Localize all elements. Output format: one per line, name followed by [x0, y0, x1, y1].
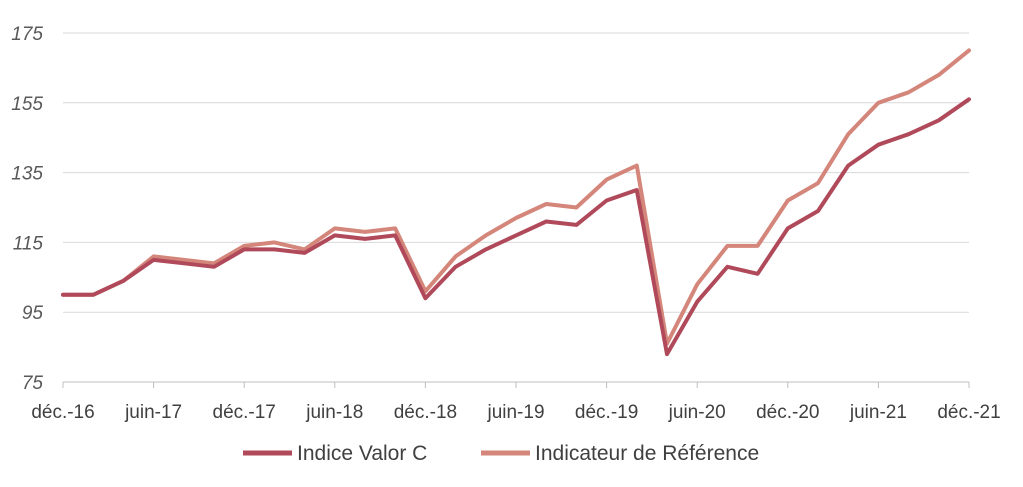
y-tick-label: 175 — [11, 24, 43, 45]
x-tick-label: déc.-16 — [31, 402, 94, 423]
series-lines — [61, 48, 971, 357]
series-line-1 — [61, 48, 971, 346]
y-tick-label: 155 — [11, 94, 43, 115]
legend-label: Indicateur de Référence — [535, 442, 759, 465]
x-tick-label: déc.-19 — [575, 402, 638, 423]
legend: Indice Valor C Indicateur de Référence — [243, 442, 759, 465]
y-tick-label: 115 — [13, 233, 44, 254]
x-tick-label: juin-17 — [124, 402, 182, 423]
y-tick-label: 135 — [11, 164, 43, 185]
grid-lines — [63, 32, 969, 313]
x-tick-label: déc.-21 — [937, 402, 1000, 423]
x-tick-label: déc.-17 — [213, 402, 276, 423]
y-tick-label: 95 — [22, 303, 44, 324]
x-axis-tick-labels: déc.-16 juin-17 déc.-17 juin-18 déc.-18 juin-… — [31, 402, 1000, 423]
series-line-0 — [61, 97, 971, 357]
legend-label: Indice Valor C — [297, 442, 427, 465]
x-tick-label: déc.-20 — [756, 402, 819, 423]
y-axis-tick-labels: 75 95 115 135 155 175 — [11, 24, 43, 394]
x-tick-label: juin-19 — [486, 402, 544, 423]
y-tick-label: 75 — [22, 373, 44, 394]
x-tick-label: juin-18 — [305, 402, 363, 423]
x-axis-ticks — [62, 382, 970, 388]
x-tick-label: juin-21 — [849, 402, 907, 423]
x-tick-label: déc.-18 — [394, 402, 457, 423]
x-tick-label: juin-20 — [668, 402, 726, 423]
